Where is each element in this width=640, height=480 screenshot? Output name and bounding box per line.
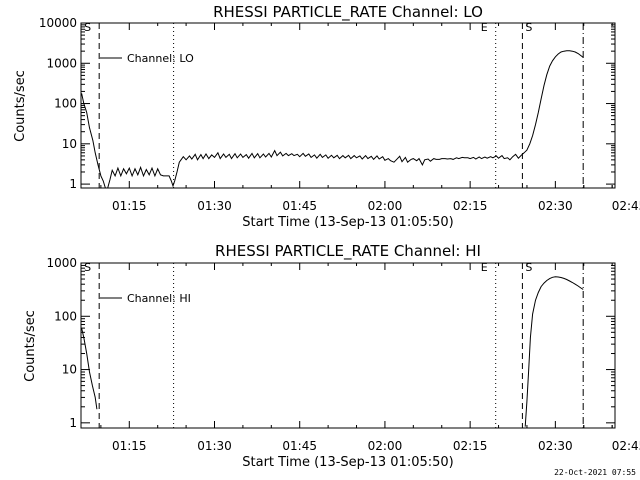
x-tick-label: 02:30	[538, 439, 573, 453]
marker-label: S	[84, 21, 91, 34]
x-tick-label: 02:00	[368, 199, 403, 213]
x-tick-label: 01:30	[197, 439, 232, 453]
x-ticks: 01:15 01:30 01:45 02:00 02:15 02:30 02:45	[100, 263, 640, 453]
chart-lo-channel: RHESSI PARTICLE_RATE Channel: LO Start T…	[13, 3, 640, 230]
series-line	[81, 327, 98, 410]
y-tick-label: 100	[54, 309, 77, 323]
y-axis-label: Counts/sec	[13, 70, 28, 142]
x-axis-label: Start Time (13-Sep-13 01:05:50)	[242, 455, 453, 470]
marker-label: S	[84, 261, 91, 274]
x-ticks: 01:15 01:30 01:45 02:00 02:15 02:30 02:45	[100, 23, 640, 213]
x-tick-label: 02:45	[612, 439, 640, 453]
y-tick-label: 1000	[46, 256, 77, 270]
x-tick-label: 01:30	[197, 199, 232, 213]
plot-frame	[80, 22, 616, 189]
series-line	[524, 276, 584, 427]
marker-label: S	[525, 261, 532, 274]
x-tick-label: 01:15	[112, 199, 147, 213]
x-tick-label: 01:45	[282, 439, 317, 453]
series-group	[81, 276, 584, 427]
legend-label: Channel: HI	[127, 292, 191, 305]
series-group	[81, 50, 584, 189]
y-tick-label: 10000	[39, 16, 77, 30]
x-tick-label: 01:45	[282, 199, 317, 213]
y-ticks: 1 10 100 1000	[46, 256, 615, 430]
series-line	[81, 50, 584, 189]
y-tick-label: 1	[69, 416, 77, 430]
y-tick-label: 100	[54, 97, 77, 111]
marker-label: E	[481, 261, 488, 274]
marker-label: E	[481, 21, 488, 34]
y-tick-label: 1000	[46, 56, 77, 70]
x-tick-label: 02:00	[368, 439, 403, 453]
y-ticks: 1 10 100 1000 10000	[39, 16, 615, 191]
x-tick-label: 02:15	[453, 199, 488, 213]
y-tick-label: 10	[62, 137, 77, 151]
marker-label: S	[525, 21, 532, 34]
y-tick-label: 10	[62, 363, 77, 377]
legend-label: Channel: LO	[127, 52, 194, 65]
chart-hi-channel: RHESSI PARTICLE_RATE Channel: HI Start T…	[23, 242, 640, 470]
x-tick-label: 01:15	[112, 439, 147, 453]
x-tick-label: 02:30	[538, 199, 573, 213]
x-tick-label: 02:45	[612, 199, 640, 213]
y-tick-label: 1	[69, 177, 77, 191]
chart-title: RHESSI PARTICLE_RATE Channel: LO	[213, 3, 483, 22]
x-tick-label: 02:15	[453, 439, 488, 453]
chart-title: RHESSI PARTICLE_RATE Channel: HI	[215, 242, 481, 261]
plot-frame	[80, 262, 616, 429]
y-axis-label: Counts/sec	[23, 310, 38, 382]
x-axis-label: Start Time (13-Sep-13 01:05:50)	[242, 215, 453, 230]
timestamp: 22-Oct-2021 07:55	[554, 468, 636, 477]
